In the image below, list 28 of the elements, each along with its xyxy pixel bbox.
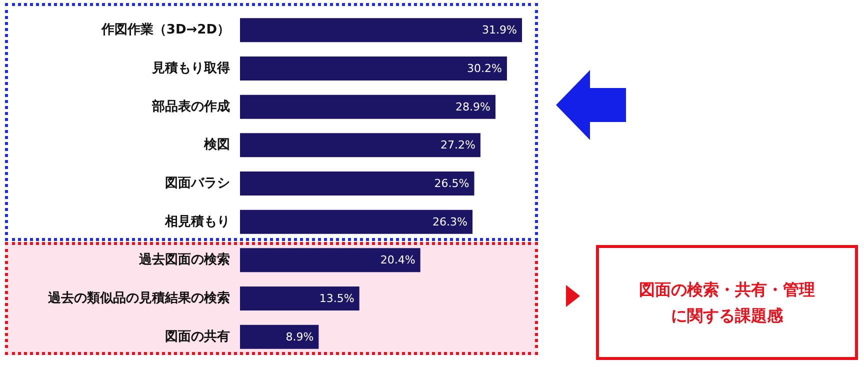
- data-label: 26.5%: [434, 177, 470, 190]
- y-tick-label: 見積もり取得: [151, 61, 230, 76]
- data-label: 31.9%: [482, 24, 517, 37]
- data-label: 27.2%: [440, 138, 476, 152]
- y-tick-label: 図面の共有: [165, 329, 230, 344]
- y-tick-label: 図面バラシ: [165, 176, 230, 191]
- bar: [240, 56, 507, 80]
- data-label: 30.2%: [467, 62, 502, 75]
- bar: [240, 210, 472, 234]
- bar: [240, 133, 480, 158]
- data-label: 20.4%: [380, 254, 416, 267]
- bar: [240, 172, 474, 196]
- text: 図面の検索・共有・管理に関する課題感: [638, 278, 816, 326]
- bar: [240, 248, 420, 272]
- data-label: 13.5%: [319, 292, 354, 305]
- data-label: 26.3%: [432, 215, 468, 228]
- y-tick-label: 検図: [203, 138, 230, 153]
- y-tick-label: 過去の類似品の見積結果の検索: [47, 290, 230, 306]
- y-tick-label: 過去図面の検索: [138, 252, 230, 268]
- y-tick-label: 作図作業（3D→2D）: [100, 22, 230, 38]
- y-tick-label: 部品表の作成: [151, 98, 230, 114]
- bar: [240, 94, 496, 119]
- bar: [240, 286, 360, 310]
- bar: [240, 18, 522, 42]
- data-label: 28.9%: [456, 100, 490, 114]
- y-tick-label: 相見積もり: [164, 214, 230, 230]
- bar: [240, 324, 319, 349]
- data-label: 8.9%: [286, 330, 314, 344]
